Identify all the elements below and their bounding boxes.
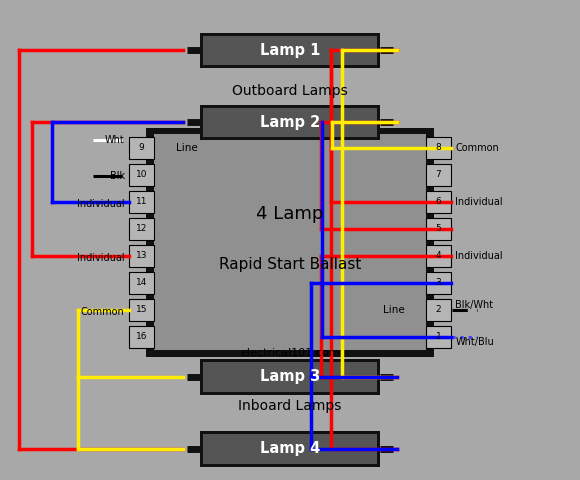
Text: 7: 7	[436, 170, 441, 180]
Bar	[200, 105, 380, 140]
Text: Individual: Individual	[77, 199, 125, 209]
Bar	[129, 245, 154, 267]
Bar	[200, 359, 380, 395]
Text: 13: 13	[136, 252, 147, 260]
Text: Individual: Individual	[455, 197, 503, 207]
Bar	[203, 108, 377, 137]
Text: Lamp 1: Lamp 1	[260, 43, 320, 58]
Text: Inboard Lamps: Inboard Lamps	[238, 398, 342, 413]
Bar	[426, 136, 451, 159]
Text: Outboard Lamps: Outboard Lamps	[232, 84, 348, 98]
Text: 10: 10	[136, 170, 147, 180]
Text: Individual: Individual	[455, 251, 503, 261]
Text: Lamp 3: Lamp 3	[260, 369, 320, 384]
Bar	[154, 134, 426, 350]
Text: Blk/Wht: Blk/Wht	[455, 300, 494, 310]
Text: 2: 2	[436, 305, 441, 314]
Text: Lamp 4: Lamp 4	[260, 441, 320, 456]
Text: 6: 6	[436, 197, 441, 206]
Bar	[426, 164, 451, 186]
Text: 5: 5	[436, 225, 441, 233]
Text: 4: 4	[436, 252, 441, 260]
Text: Individual: Individual	[77, 253, 125, 264]
Bar	[203, 36, 377, 65]
Bar	[426, 325, 451, 348]
Text: electrical101.com: electrical101.com	[240, 348, 340, 358]
Text: Wht/Blu: Wht/Blu	[455, 336, 494, 347]
Bar	[129, 217, 154, 240]
Text: Common: Common	[455, 143, 499, 153]
Bar	[129, 272, 154, 294]
Text: Lamp 2: Lamp 2	[260, 115, 320, 130]
Bar	[203, 362, 377, 392]
Text: 15: 15	[136, 305, 147, 314]
Bar	[200, 431, 380, 467]
Bar	[200, 33, 380, 68]
Text: Common: Common	[81, 307, 125, 317]
Text: Line: Line	[383, 305, 404, 315]
Text: 9: 9	[139, 144, 144, 153]
Text: Wht: Wht	[105, 135, 125, 145]
Text: 14: 14	[136, 278, 147, 288]
Bar	[129, 325, 154, 348]
Text: 8: 8	[436, 144, 441, 153]
Text: 1: 1	[436, 332, 441, 341]
Bar	[146, 128, 434, 357]
Bar	[426, 245, 451, 267]
Bar	[129, 136, 154, 159]
Bar	[129, 164, 154, 186]
Bar	[426, 191, 451, 213]
Bar	[426, 217, 451, 240]
Bar	[426, 299, 451, 321]
Text: 3: 3	[436, 278, 441, 288]
Bar	[129, 191, 154, 213]
Bar	[129, 299, 154, 321]
Text: Blk: Blk	[110, 171, 125, 181]
Text: Rapid Start Ballast: Rapid Start Ballast	[219, 256, 361, 272]
Text: 11: 11	[136, 197, 147, 206]
Text: 12: 12	[136, 225, 147, 233]
Bar	[203, 434, 377, 464]
Text: 4 Lamp: 4 Lamp	[256, 205, 324, 223]
Text: 16: 16	[136, 332, 147, 341]
Bar	[426, 272, 451, 294]
Text: Line: Line	[176, 143, 197, 153]
